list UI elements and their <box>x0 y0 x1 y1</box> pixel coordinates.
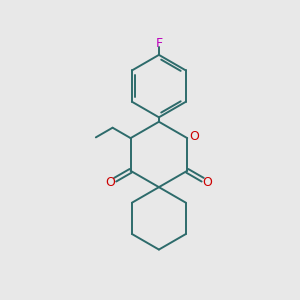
Text: F: F <box>155 37 163 50</box>
Text: O: O <box>189 130 199 143</box>
Text: O: O <box>106 176 116 189</box>
Text: O: O <box>202 176 212 189</box>
